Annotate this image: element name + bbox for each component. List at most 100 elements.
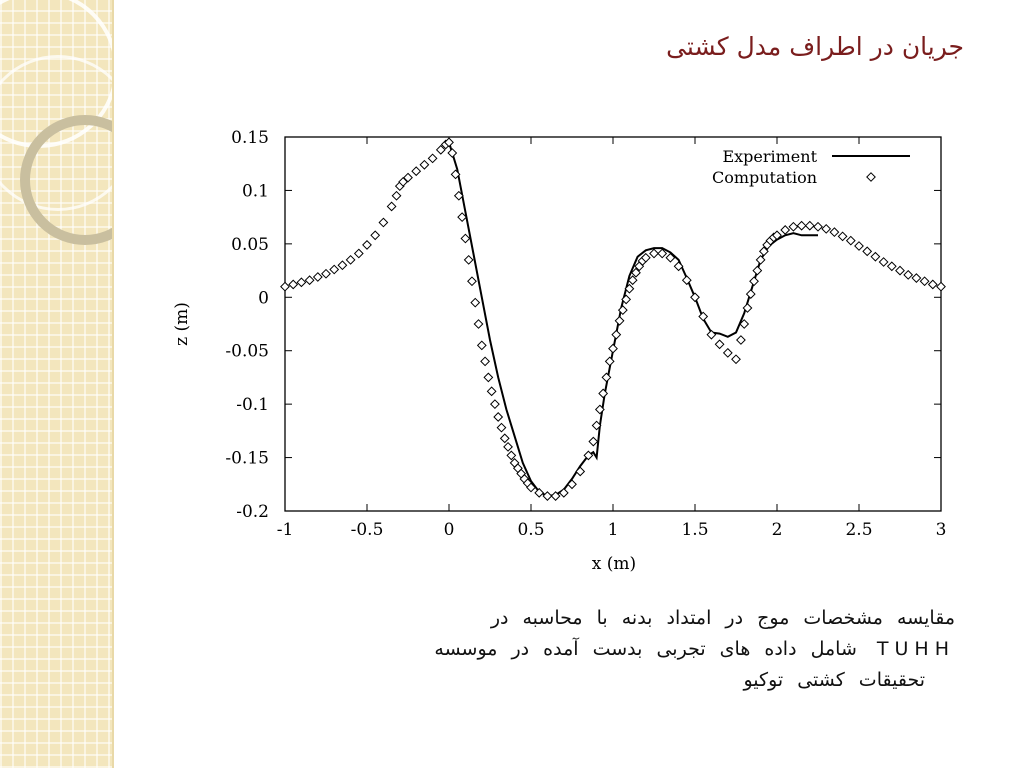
computation-point <box>640 252 651 263</box>
computation-point <box>919 276 930 287</box>
computation-point <box>745 289 756 299</box>
computation-point <box>927 279 938 290</box>
computation-point <box>447 148 458 158</box>
computation-point <box>758 246 769 257</box>
computation-point <box>886 261 897 272</box>
x-axis: -1 -0.5 0 0.5 1 1.5 2 2.5 3 <box>277 137 947 540</box>
computation-point <box>329 264 340 275</box>
computation-point <box>601 372 612 383</box>
computation-point <box>506 450 517 461</box>
computation-point <box>813 221 823 232</box>
computation-point <box>591 420 602 431</box>
plot-frame <box>284 136 942 512</box>
slide-caption: مقایسه مشخصات موج در امتداد بدنه با محاس… <box>135 603 955 696</box>
computation-point <box>470 297 481 308</box>
y-tick-label: -0.05 <box>225 342 269 362</box>
computation-point <box>403 172 413 183</box>
computation-point <box>911 273 922 283</box>
legend: Experiment Computation <box>712 147 910 187</box>
computation-point <box>444 137 454 148</box>
experiment-series <box>448 142 818 498</box>
computation-point <box>837 231 848 242</box>
computation-point <box>496 422 507 433</box>
computation-point <box>483 372 494 383</box>
decorative-sidebar <box>0 0 114 768</box>
computation-point <box>457 212 468 223</box>
computation-point <box>611 329 622 340</box>
x-tick-label: 1.5 <box>681 520 708 540</box>
computation-point <box>480 356 490 367</box>
x-tick-label: 1 <box>608 520 619 540</box>
computation-point <box>621 294 632 305</box>
computation-point <box>598 388 609 399</box>
slide-title: جریان در اطراف مدل کشتی <box>666 32 964 61</box>
computation-point <box>755 254 766 265</box>
legend-label-computation: Computation <box>712 168 817 187</box>
computation-point <box>788 221 799 232</box>
computation-point <box>493 412 504 422</box>
computation-point <box>550 491 561 501</box>
computation-point <box>304 275 315 286</box>
computation-point <box>575 466 586 477</box>
computation-point <box>878 257 889 267</box>
y-tick-label: 0.05 <box>231 235 269 255</box>
computation-point <box>296 277 307 288</box>
computation-point <box>473 319 484 329</box>
computation-point <box>657 248 668 259</box>
computation-point <box>463 254 474 265</box>
computation-point <box>280 281 290 292</box>
computation-point <box>681 275 692 286</box>
caption-line-1: مقایسه مشخصات موج در امتداد بدنه با محاس… <box>490 607 955 629</box>
computation-point <box>796 220 807 231</box>
computation-point <box>467 276 477 287</box>
computation-point <box>427 153 438 164</box>
computation-point <box>460 233 471 244</box>
computation-point <box>895 265 905 276</box>
computation-point <box>772 230 782 241</box>
computation-point <box>862 246 873 257</box>
computation-point <box>749 276 759 287</box>
computation-point <box>752 265 763 276</box>
computation-series <box>280 137 946 501</box>
computation-point <box>288 279 299 290</box>
legend-label-experiment: Experiment <box>722 147 817 166</box>
computation-point <box>829 227 840 238</box>
y-tick-label: -0.2 <box>236 502 269 522</box>
computation-point <box>321 268 331 279</box>
caption-line-3: تحقیقات کشتی توکیو <box>743 669 925 691</box>
computation-point <box>476 340 487 351</box>
computation-point <box>499 433 510 444</box>
x-axis-label: x (m) <box>592 554 636 574</box>
computation-point <box>608 343 618 354</box>
computation-point <box>378 217 389 228</box>
computation-point <box>453 190 464 201</box>
computation-point <box>903 269 914 280</box>
computation-point <box>435 144 446 155</box>
computation-point <box>503 441 513 452</box>
computation-point <box>698 311 709 322</box>
computation-point <box>312 272 323 282</box>
x-tick-label: 3 <box>936 520 947 540</box>
computation-point <box>739 319 750 329</box>
computation-point <box>665 252 676 263</box>
x-tick-label: -0.5 <box>351 520 384 540</box>
x-tick-label: -1 <box>277 520 294 540</box>
computation-point <box>370 230 381 241</box>
computation-point <box>706 329 717 340</box>
computation-point <box>419 159 430 170</box>
computation-point <box>588 436 599 447</box>
computation-point <box>534 487 545 498</box>
computation-point <box>526 482 536 493</box>
computation-point <box>490 399 500 410</box>
computation-point <box>627 275 638 286</box>
computation-point <box>391 190 402 201</box>
computation-point <box>614 315 625 326</box>
x-tick-label: 2 <box>772 520 783 540</box>
x-tick-label: 2.5 <box>845 520 872 540</box>
computation-point <box>821 223 832 234</box>
computation-point <box>345 254 356 265</box>
computation-point <box>398 176 408 187</box>
computation-point <box>854 241 864 251</box>
computation-point <box>594 404 605 415</box>
computation-point <box>690 292 700 303</box>
